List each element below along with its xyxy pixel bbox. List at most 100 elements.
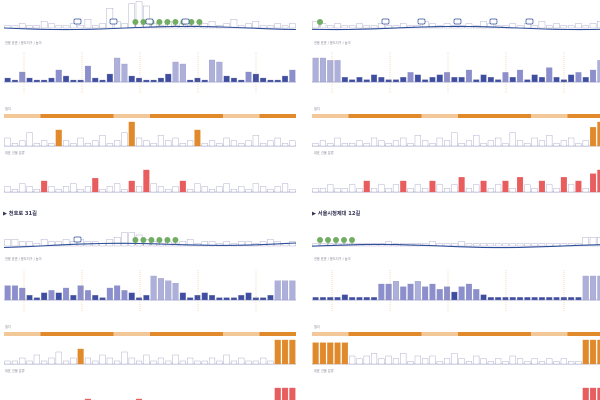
lot-bar <box>238 143 245 147</box>
lot-bar <box>260 357 267 365</box>
lot-bar <box>392 358 399 365</box>
zoning-bar <box>546 297 553 301</box>
lot-bar <box>422 140 429 147</box>
lot-ribbon-segment <box>186 114 223 118</box>
zoning-bar <box>267 295 274 301</box>
lot-bar <box>136 360 143 365</box>
lot-bar <box>165 140 172 147</box>
lot-bar <box>289 140 296 147</box>
zoning-bar <box>41 79 48 83</box>
lot-bar <box>4 360 11 365</box>
street-building-outline <box>589 237 597 247</box>
lot-bar <box>465 140 472 147</box>
lot-bar <box>121 132 128 147</box>
zoning-bar <box>106 73 113 83</box>
zoning-bar <box>349 297 356 301</box>
street-building-outline <box>19 23 26 29</box>
zoning-bar <box>267 79 274 83</box>
zoning-bar <box>77 79 84 83</box>
lot-bar <box>245 360 252 365</box>
label-zoning-top-right: 전용 표준 / 용도지구 / 높이 <box>314 41 351 45</box>
lot-ribbon-segment <box>494 114 531 118</box>
lot-bar <box>560 140 567 147</box>
lot-bar <box>458 358 465 365</box>
lot-ribbon-segment <box>458 332 495 336</box>
lot-bar <box>114 140 121 147</box>
street-building-outline <box>33 25 41 29</box>
lot-ribbon-segment <box>458 114 495 118</box>
zoning-bar <box>531 74 538 83</box>
zoning-bar <box>187 79 194 83</box>
zoning-bar <box>400 286 407 301</box>
lot-bar <box>319 140 326 147</box>
building-bar <box>282 183 289 193</box>
zoning-bar <box>524 297 531 301</box>
lot-bar <box>172 137 179 147</box>
zoning-bar <box>341 77 348 83</box>
street-building-outline <box>458 241 465 247</box>
lot-ribbon-segment <box>186 332 223 336</box>
lot-bar <box>517 140 524 147</box>
lot-bar <box>473 135 480 147</box>
label-lots-top-left: 필지 <box>5 107 11 111</box>
zoning-bar <box>517 69 524 83</box>
zoning-bar <box>319 57 326 83</box>
lot-bar <box>99 135 106 147</box>
building-bar <box>590 173 597 193</box>
building-bar <box>582 387 589 400</box>
lot-bar <box>209 357 216 365</box>
street-building-outline <box>429 23 436 29</box>
label-buildings-bottom-left: 대표 건물 분류 <box>5 369 25 373</box>
zoning-bar <box>590 275 597 301</box>
building-bar <box>267 189 274 193</box>
zoning-bar <box>473 79 480 83</box>
lot-ribbon-segment <box>113 114 150 118</box>
building-bar <box>363 180 370 193</box>
zoning-bar <box>230 297 237 301</box>
street-building-outline <box>223 23 230 29</box>
zoning-bar <box>92 295 99 301</box>
street-building-outline <box>575 23 582 29</box>
zoning-bar <box>230 77 237 83</box>
lot-bar <box>143 354 150 365</box>
building-bar <box>553 188 560 193</box>
lot-bar <box>334 342 341 365</box>
street-route-line <box>311 25 600 31</box>
lot-bar <box>349 143 356 147</box>
lot-bar <box>216 143 223 147</box>
building-bar <box>546 184 553 193</box>
building-bar <box>597 169 600 193</box>
lot-bar <box>187 140 194 147</box>
lot-bar <box>260 143 267 147</box>
zoning-bar <box>19 71 26 83</box>
lot-bar <box>201 360 208 365</box>
lot-bar <box>546 358 553 365</box>
zoning-bar <box>458 77 465 83</box>
lot-bar <box>502 361 509 365</box>
lot-bar <box>289 339 296 365</box>
lot-ribbon-segment <box>150 114 187 118</box>
zoning-bar <box>77 285 84 301</box>
building-bar <box>223 183 230 193</box>
street-building-outline <box>121 232 128 247</box>
street-tree <box>156 19 163 25</box>
lot-ribbon-segment <box>223 114 260 118</box>
lot-ribbon-segment <box>259 114 296 118</box>
building-bar <box>238 186 245 193</box>
lot-bar <box>356 140 363 147</box>
zoning-bar <box>157 77 164 83</box>
building-bar <box>400 180 407 193</box>
street-building-outline <box>77 25 84 29</box>
zoning-bar <box>128 75 135 83</box>
street-building-outline <box>11 239 19 247</box>
street-building-outline <box>99 23 106 29</box>
building-bar <box>245 189 252 193</box>
zoning-bar <box>223 75 230 83</box>
lot-ribbon-segment <box>259 332 296 336</box>
zoning-bar <box>70 79 77 83</box>
lot-ribbon-segment <box>4 114 41 118</box>
lot-bar <box>150 360 157 365</box>
zoning-bar <box>282 75 289 83</box>
lot-bar <box>55 129 62 147</box>
zoning-bar <box>429 283 436 301</box>
